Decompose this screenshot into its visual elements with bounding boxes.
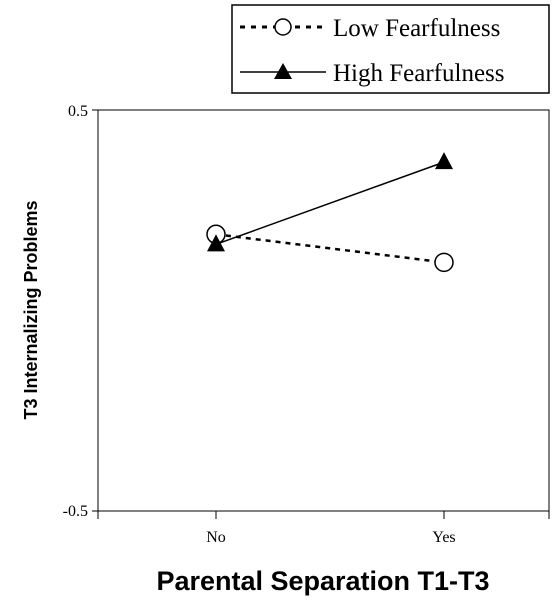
legend-item-high-fearfulness: High Fearfulness xyxy=(240,60,505,87)
data-point-s1-0 xyxy=(207,234,225,252)
legend: Low Fearfulness High Fearfulness xyxy=(231,4,550,94)
series-line-0 xyxy=(215,233,445,264)
series-line-1 xyxy=(215,161,445,246)
legend-label-low-fearfulness: Low Fearfulness xyxy=(333,15,500,42)
y-tick-label-bottom: -0.5 xyxy=(63,503,88,520)
data-point-s0-1 xyxy=(434,252,454,273)
x-tick-label-yes: Yes xyxy=(432,529,455,546)
data-point-s1-1 xyxy=(435,152,453,170)
y-axis-title: T3 Internalizing Problems xyxy=(21,200,41,419)
x-axis-title: Parental Separation T1-T3 xyxy=(156,566,489,596)
x-tick-label-no: No xyxy=(206,529,226,546)
series-layer xyxy=(206,152,454,273)
y-tick-label-top: 0.5 xyxy=(68,103,88,120)
legend-item-low-fearfulness: Low Fearfulness xyxy=(240,15,500,42)
legend-marker-triangle xyxy=(274,63,292,79)
legend-label-high-fearfulness: High Fearfulness xyxy=(333,60,505,87)
plot-frame xyxy=(97,109,550,512)
legend-marker-circle xyxy=(274,18,292,36)
